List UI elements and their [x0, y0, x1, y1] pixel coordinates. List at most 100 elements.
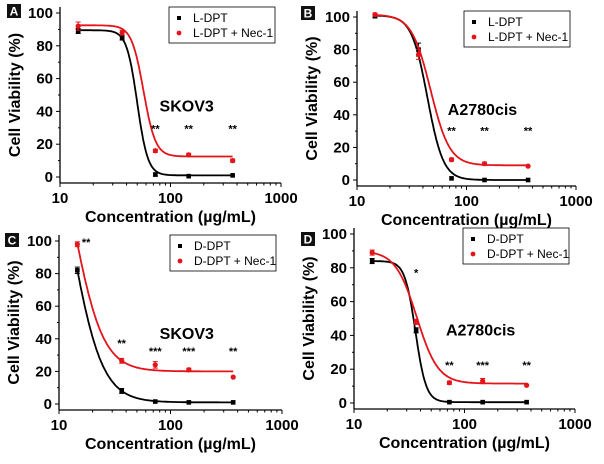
- y-tick-label: 0: [339, 395, 347, 412]
- y-tick-label: 40: [36, 103, 53, 120]
- y-tick-label: 100: [27, 233, 52, 250]
- data-point-nec1: [480, 378, 486, 384]
- cell-line-label: A2780cis: [446, 322, 515, 339]
- panel-label-box: [301, 232, 315, 246]
- data-point-nec1: [75, 23, 81, 29]
- data-point-nec1: [525, 163, 531, 169]
- legend-box: [168, 6, 276, 44]
- x-tick-label: 100: [454, 193, 479, 210]
- cell-line-label: A2780cis: [448, 102, 517, 119]
- data-point-nec1: [413, 319, 419, 325]
- y-tick-label: 100: [322, 226, 347, 243]
- significance-marker: ***: [182, 346, 196, 358]
- significance-marker: **: [184, 124, 193, 136]
- data-point-control: [480, 399, 485, 405]
- fit-curve-nec1: [375, 14, 529, 167]
- data-point-nec1: [369, 249, 375, 256]
- significance-marker: **: [82, 237, 91, 249]
- significance-marker: **: [447, 125, 456, 137]
- panel-label: A: [10, 5, 19, 19]
- legend-box: [462, 227, 570, 265]
- x-tick-label: 1000: [558, 416, 591, 433]
- significance-marker: **: [229, 346, 238, 358]
- data-point-control: [152, 399, 158, 404]
- legend-marker-control: [472, 20, 476, 24]
- cell-line-label: SKOV3: [160, 98, 214, 115]
- data-point-nec1: [230, 374, 236, 380]
- x-tick-label: 1000: [559, 193, 592, 210]
- data-point-nec1: [230, 158, 236, 164]
- data-point-control: [75, 268, 80, 273]
- y-tick-label: 0: [44, 396, 52, 413]
- significance-marker: **: [445, 360, 454, 372]
- legend-marker-control: [471, 237, 475, 241]
- x-tick-label: 10: [52, 190, 69, 207]
- data-point-nec1: [372, 11, 378, 18]
- panel-label: B: [304, 7, 313, 21]
- data-point-nec1: [186, 367, 192, 373]
- data-point-control: [413, 328, 419, 333]
- x-axis-label: Concentration (µg/mL): [85, 436, 256, 453]
- legend-label: L-DPT + Nec-1: [193, 26, 273, 40]
- y-tick-label: 0: [342, 172, 350, 189]
- data-point-nec1: [74, 241, 80, 247]
- x-tick-label: 10: [51, 417, 68, 434]
- y-tick-label: 60: [330, 294, 347, 311]
- y-axis-label: Cell Viability (%): [7, 33, 24, 157]
- y-tick-label: 40: [35, 331, 52, 348]
- x-tick-label: 10: [349, 193, 366, 210]
- fit-curve-control: [78, 29, 233, 177]
- data-point-control: [119, 388, 124, 394]
- y-tick-label: 40: [333, 107, 350, 124]
- data-point-nec1: [448, 157, 455, 163]
- cell-line-label: SKOV3: [160, 326, 214, 343]
- y-axis-label: Cell Viability (%): [301, 256, 318, 380]
- legend-marker-nec1: [176, 30, 182, 36]
- fit-curve-nec1: [78, 24, 233, 158]
- significance-marker: ***: [476, 360, 490, 372]
- data-point-control: [153, 172, 158, 177]
- y-tick-label: 20: [333, 139, 350, 156]
- y-tick-label: 60: [35, 298, 52, 315]
- data-point-nec1: [119, 358, 125, 364]
- legend-marker-control: [178, 244, 182, 248]
- data-point-control: [525, 177, 531, 183]
- significance-marker: **: [524, 125, 533, 137]
- y-tick-label: 40: [330, 327, 347, 344]
- data-point-nec1: [152, 148, 158, 154]
- significance-marker: **: [228, 124, 237, 136]
- significance-marker: **: [522, 360, 531, 372]
- data-point-control: [186, 173, 191, 179]
- data-point-control: [119, 35, 125, 40]
- panel-b: 0 20 40 60 80 100 10 100 1000 Concentration (µg/m…: [301, 6, 593, 229]
- data-point-control: [75, 28, 81, 34]
- legend-marker-control: [177, 16, 181, 20]
- legend-marker-nec1: [471, 34, 477, 40]
- data-point-control: [186, 400, 192, 405]
- data-point-nec1: [446, 380, 452, 386]
- x-tick-label: 1000: [264, 190, 297, 207]
- legend-label: L-DPT: [488, 15, 523, 29]
- x-axis-label: Concentration (µg/mL): [381, 212, 552, 229]
- legend-label: L-DPT + Nec-1: [488, 30, 568, 44]
- legend-marker-nec1: [470, 251, 476, 257]
- data-point-nec1: [152, 362, 158, 368]
- panel-d: 0 20 40 60 80 100 10 100 1000 Concentration (µg/m…: [301, 226, 592, 452]
- legend-marker-nec1: [177, 258, 183, 264]
- legend-label: L-DPT: [193, 11, 228, 25]
- y-tick-label: 60: [333, 74, 350, 91]
- panel-label-box: [5, 233, 19, 247]
- significance-marker: **: [117, 338, 126, 350]
- significance-marker: **: [151, 124, 160, 136]
- y-tick-label: 80: [35, 266, 52, 283]
- y-tick-label: 20: [330, 361, 347, 378]
- significance-marker: ***: [149, 346, 163, 358]
- x-axis-label: Concentration (µg/mL): [379, 435, 550, 452]
- fit-curve-nec1: [372, 252, 527, 385]
- legend-label: D-DPT: [487, 232, 524, 246]
- x-tick-label: 1000: [265, 417, 298, 434]
- legend-box: [169, 234, 277, 272]
- y-tick-label: 20: [36, 136, 53, 153]
- legend-box: [463, 10, 571, 48]
